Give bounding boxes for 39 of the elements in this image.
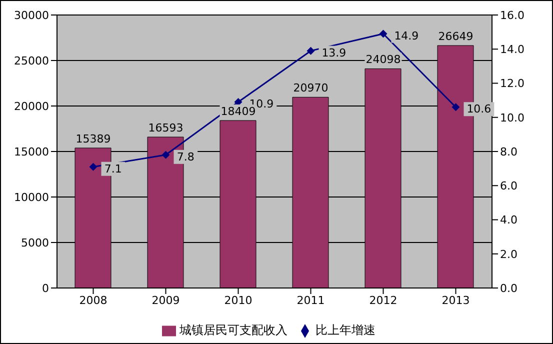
point bbox=[89, 162, 98, 171]
x-tick-label: 2009 bbox=[152, 294, 180, 307]
data-label: 26649 bbox=[438, 30, 474, 43]
y-tick-label: 25000 bbox=[14, 54, 49, 68]
y2-tick-label: 2.0 bbox=[500, 248, 518, 261]
y2-tick-label: 14.0 bbox=[500, 43, 524, 56]
y-tick-label: 20000 bbox=[14, 100, 49, 113]
point bbox=[162, 150, 170, 159]
data-label: 20970 bbox=[293, 82, 328, 95]
y-tick-label: 0 bbox=[42, 282, 49, 295]
x-tick-label: 2012 bbox=[369, 294, 398, 307]
point bbox=[452, 103, 460, 112]
y2-tick-label: 4.0 bbox=[500, 214, 518, 227]
y-tick-label: 30000 bbox=[14, 8, 49, 22]
x-tick-label: 2010 bbox=[224, 294, 252, 307]
data-label: 16593 bbox=[148, 122, 184, 135]
y2-tick-label: 8.0 bbox=[500, 145, 518, 158]
legend-label: 比上年增速 bbox=[316, 323, 376, 337]
data-label: 7.8 bbox=[176, 150, 194, 164]
y2-tick-label: 16.0 bbox=[500, 8, 524, 22]
data-label: 7.1 bbox=[104, 162, 122, 176]
y2-tick-label: 0.0 bbox=[500, 282, 518, 295]
x-tick-label: 2013 bbox=[442, 294, 470, 307]
data-label: 15389 bbox=[76, 132, 111, 146]
y2-tick-label: 6.0 bbox=[500, 180, 518, 193]
y2-tick-label: 10.0 bbox=[500, 111, 524, 124]
y-tick-label: 10000 bbox=[14, 190, 49, 204]
legend-label: 城镇居民可支配收入 bbox=[180, 323, 288, 337]
x-tick-label: 2008 bbox=[79, 294, 108, 307]
y-tick-label: 5000 bbox=[21, 236, 49, 250]
y-tick-label: 15000 bbox=[14, 145, 49, 158]
x-tick-label: 2011 bbox=[296, 294, 325, 307]
data-label: 10.6 bbox=[466, 102, 492, 116]
point bbox=[306, 46, 315, 55]
data-label: 13.9 bbox=[322, 46, 346, 60]
point bbox=[379, 30, 388, 38]
y2-tick-label: 12.0 bbox=[500, 77, 524, 90]
data-label: 24098 bbox=[366, 53, 401, 66]
data-label: 14.9 bbox=[394, 29, 419, 42]
